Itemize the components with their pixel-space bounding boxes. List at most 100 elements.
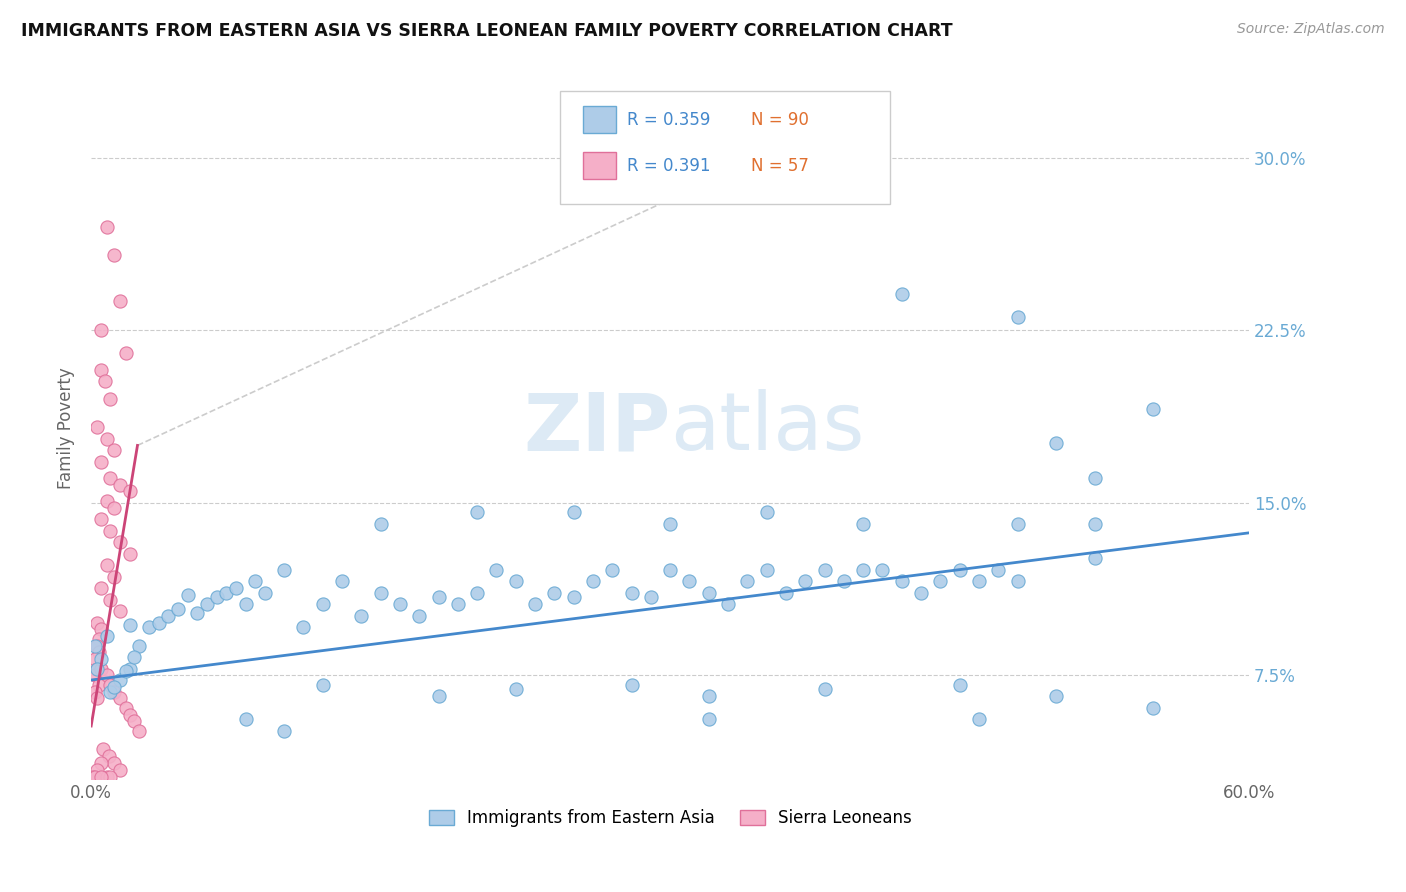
Text: atlas: atlas — [671, 389, 865, 467]
Point — [90, 454, 112, 468]
Point — [427, 591, 450, 605]
Point — [640, 591, 662, 605]
Point — [408, 608, 430, 623]
Point — [427, 689, 450, 703]
Point — [505, 682, 527, 697]
Point — [118, 547, 141, 561]
Point — [620, 678, 643, 692]
Point — [84, 684, 107, 698]
Point — [697, 712, 720, 726]
Point — [1084, 470, 1107, 484]
Point — [562, 591, 585, 605]
Point — [245, 574, 267, 588]
Point — [949, 678, 972, 692]
Point — [103, 756, 125, 770]
Point — [755, 563, 778, 577]
Point — [103, 569, 125, 583]
Point — [122, 714, 145, 729]
Point — [86, 639, 108, 653]
Point — [108, 604, 131, 618]
Point — [108, 535, 131, 549]
Point — [562, 505, 585, 519]
Point — [852, 516, 875, 531]
Point — [600, 563, 623, 577]
Text: Source: ZipAtlas.com: Source: ZipAtlas.com — [1237, 22, 1385, 37]
Point — [148, 615, 170, 630]
Point — [118, 661, 141, 675]
Point — [312, 678, 335, 692]
Point — [235, 597, 257, 611]
Point — [90, 512, 112, 526]
Point — [273, 563, 295, 577]
Point — [86, 661, 108, 675]
Point — [100, 684, 122, 698]
Point — [659, 563, 682, 577]
Point — [90, 323, 112, 337]
Point — [86, 691, 108, 706]
Point — [678, 574, 700, 588]
Point — [1084, 551, 1107, 566]
Point — [128, 639, 150, 653]
Point — [737, 574, 759, 588]
Point — [582, 574, 605, 588]
Point — [312, 597, 335, 611]
Point — [103, 500, 125, 515]
Point — [225, 581, 247, 595]
Point — [100, 592, 122, 607]
Point — [1045, 436, 1067, 450]
Point — [90, 756, 112, 770]
Point — [128, 723, 150, 738]
Point — [929, 574, 952, 588]
Point — [235, 712, 257, 726]
Point — [1007, 574, 1029, 588]
Point — [87, 645, 110, 659]
Point — [108, 763, 131, 777]
Point — [108, 293, 131, 308]
Point — [103, 443, 125, 458]
Point — [96, 219, 118, 234]
Point — [90, 581, 112, 595]
Point — [100, 392, 122, 407]
Point — [697, 689, 720, 703]
Point — [1045, 689, 1067, 703]
Point — [100, 524, 122, 538]
Point — [84, 652, 107, 666]
Point — [1084, 516, 1107, 531]
Point — [465, 505, 488, 519]
Point — [273, 723, 295, 738]
Point — [465, 585, 488, 599]
Point — [138, 620, 160, 634]
Point — [90, 770, 112, 784]
Point — [910, 585, 932, 599]
Y-axis label: Family Poverty: Family Poverty — [58, 368, 75, 489]
Point — [890, 574, 912, 588]
Point — [82, 770, 104, 784]
Point — [388, 597, 411, 611]
Point — [543, 585, 565, 599]
Point — [1142, 401, 1164, 416]
Point — [967, 574, 990, 588]
Point — [370, 516, 392, 531]
Point — [86, 420, 108, 434]
Point — [370, 585, 392, 599]
Point — [84, 668, 107, 682]
Point — [86, 661, 108, 675]
Point — [93, 374, 115, 388]
Point — [620, 585, 643, 599]
Point — [118, 707, 141, 722]
Point — [775, 585, 797, 599]
Point — [86, 763, 108, 777]
Point — [122, 650, 145, 665]
Point — [872, 563, 894, 577]
Point — [1142, 700, 1164, 714]
Point — [176, 588, 198, 602]
Point — [987, 563, 1010, 577]
Point — [96, 493, 118, 508]
Point — [90, 661, 112, 675]
Point — [659, 516, 682, 531]
Point — [794, 574, 817, 588]
Point — [87, 678, 110, 692]
Point — [87, 632, 110, 646]
Point — [90, 652, 112, 666]
Point — [186, 607, 208, 621]
